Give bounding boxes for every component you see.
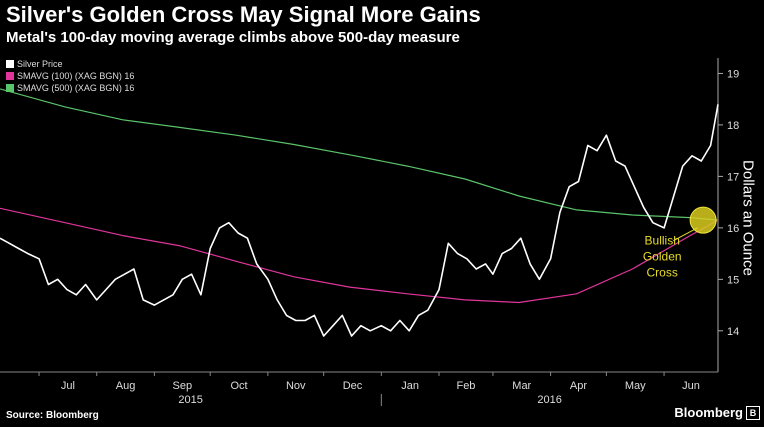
brand-logo: Bloomberg B <box>674 405 760 420</box>
annotation-label: Cross <box>647 265 678 279</box>
y-tick-label: 16 <box>727 223 739 235</box>
page-title: Silver's Golden Cross May Signal More Ga… <box>6 2 481 27</box>
legend-item-silver-price: Silver Price <box>6 59 63 69</box>
x-tick-label: May <box>625 380 646 392</box>
series-line-silver-price <box>0 104 719 337</box>
year-label: 2015 <box>178 394 202 406</box>
legend-item-smavg-100: SMAVG (100) (XAG BGN) 16 <box>6 71 134 81</box>
annotation-label: Bullish <box>645 233 680 247</box>
source-note: Source: Bloomberg <box>6 410 99 421</box>
series-line-smavg-500 <box>0 88 719 221</box>
legend-swatch <box>6 72 14 80</box>
legend-item-smavg-500: SMAVG (500) (XAG BGN) 16 <box>6 83 134 93</box>
series-line-smavg-100 <box>0 207 719 304</box>
x-tick-label: Oct <box>230 380 247 392</box>
y-tick-label: 18 <box>727 120 739 132</box>
y-tick-label: 15 <box>727 274 739 286</box>
golden-cross-marker <box>689 206 717 234</box>
brand-icon: B <box>746 406 760 420</box>
y-tick-label: 14 <box>727 326 739 338</box>
legend-label: SMAVG (100) (XAG BGN) 16 <box>17 71 135 81</box>
x-tick-label: Apr <box>570 380 587 392</box>
x-tick-label: Sep <box>173 380 193 392</box>
y-tick-label: 17 <box>727 171 739 183</box>
year-label: 2016 <box>537 394 561 406</box>
x-tick-label: Dec <box>343 380 363 392</box>
x-tick-label: Mar <box>512 380 531 392</box>
x-tick-label: Jul <box>61 380 75 392</box>
x-tick-label: Aug <box>116 380 136 392</box>
brand-name: Bloomberg <box>674 405 743 420</box>
legend-swatch <box>6 60 14 68</box>
legend-label: SMAVG (500) (XAG BGN) 16 <box>17 83 135 93</box>
y-tick-label: 19 <box>727 68 739 80</box>
x-tick-label: Nov <box>286 380 306 392</box>
x-tick-label: Jun <box>682 380 700 392</box>
legend-label: Silver Price <box>17 59 63 69</box>
y-axis-label: Dollars an Ounce <box>739 160 757 276</box>
legend-swatch <box>6 84 14 92</box>
annotation-leader <box>673 227 698 242</box>
x-tick-label: Jan <box>401 380 419 392</box>
page-subtitle: Metal's 100-day moving average climbs ab… <box>6 29 460 46</box>
annotation-label: Golden <box>643 249 682 263</box>
x-tick-label: Feb <box>456 380 475 392</box>
